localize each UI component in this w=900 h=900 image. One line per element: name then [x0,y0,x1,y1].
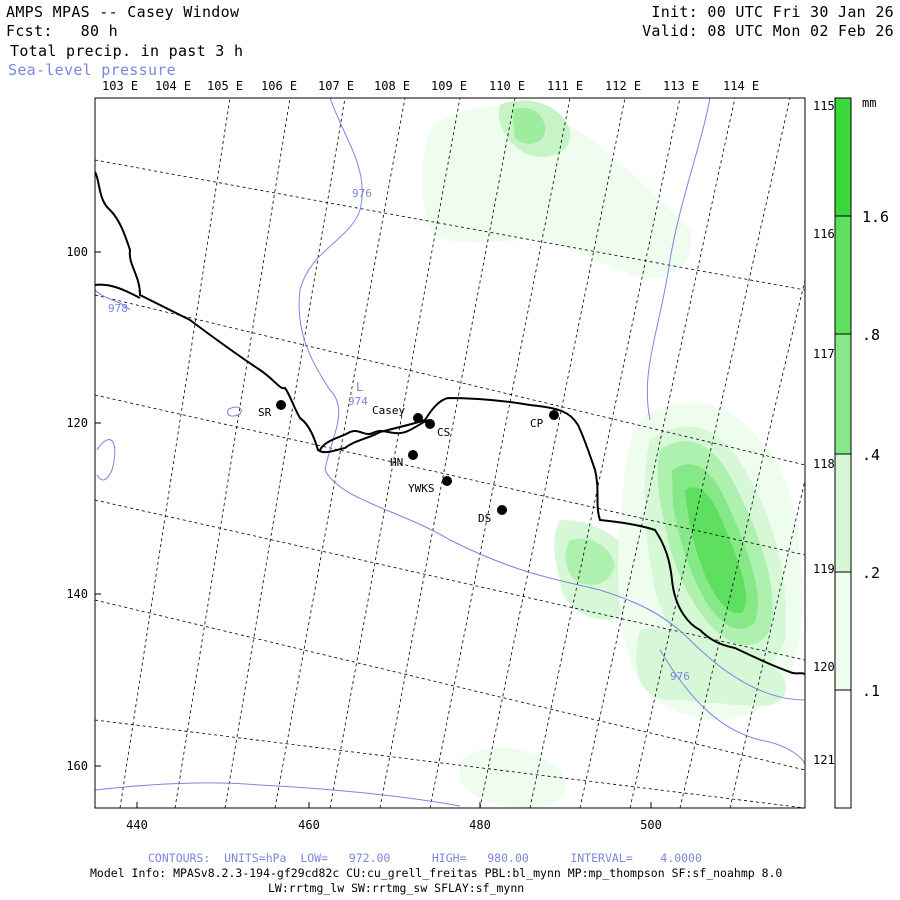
isobar-label: 974 [348,395,368,408]
y-tick-label: 160 [66,759,88,773]
colorbar-segment [835,454,851,572]
colorbar-segment [835,690,851,808]
low-pressure-marker: L [356,380,363,394]
lon-label: 111 E [547,79,583,93]
lon-label: 113 E [663,79,699,93]
x-axis-labels: 440 460 480 500 [126,818,662,832]
station-dot-hn [408,450,418,460]
map-title: AMPS MPAS -- Casey Window [6,3,240,21]
axis-ticks [95,251,652,808]
isobar-label: 976 [352,187,372,200]
y-tick-label: 140 [66,587,88,601]
colorbar: mm 1.6 .8 .4 .2 .1 [834,96,889,809]
lon-label: 104 E [155,79,191,93]
colorbar-segment [835,334,851,454]
station-dot-ywks [442,476,452,486]
precip-shading [422,100,802,808]
isobar-label: 976 [670,670,690,683]
station-dot-cp [549,410,559,420]
lon-label: 112 E [605,79,641,93]
station-dot-casey [413,413,423,423]
x-tick-label: 480 [469,818,491,832]
colorbar-segment [835,572,851,690]
model-info: Model Info: MPASv8.2.3-194-gf29cd82c CU:… [90,866,783,880]
station-label-ywks: YWKS [408,482,435,495]
valid-time: Valid: 08 UTC Mon 02 Feb 26 [642,22,894,40]
colorbar-unit: mm [862,96,876,110]
colorbar-segment [835,216,851,334]
forecast-hour: Fcst: 80 h [6,22,118,40]
station-label-casey: Casey [372,404,405,417]
overlay-name: Sea-level pressure [8,61,176,79]
contour-info: CONTOURS: UNITS=hPa LOW= 972.00 HIGH= 98… [148,851,702,865]
x-tick-label: 440 [126,818,148,832]
colorbar-label: .1 [862,682,880,700]
station-dot-cs [425,419,435,429]
plot-frame [94,97,806,809]
station-label-sr: SR [258,406,272,419]
station-markers: SR Casey CS HN YWKS CP DS [258,400,559,525]
lon-label: 110 E [489,79,525,93]
colorbar-segment [835,98,851,216]
colorbar-label: .8 [862,326,880,344]
y-axis-labels: 100 120 140 160 [66,245,88,773]
colorbar-label: .4 [862,446,880,464]
colorbar-label: .2 [862,564,880,582]
y-tick-label: 100 [66,245,88,259]
field-name: Total precip. in past 3 h [10,42,244,60]
model-info-2: LW:rrtmg_lw SW:rrtmg_sw SFLAY:sf_mynn [268,881,525,895]
lon-label: 106 E [261,79,297,93]
top-longitude-labels: 103 E 104 E 105 E 106 E 107 E 108 E 109 … [102,79,759,93]
station-label-cs: CS [437,426,450,439]
lon-label: 107 E [318,79,354,93]
lon-label: 103 E [102,79,138,93]
lon-label: 109 E [431,79,467,93]
station-label-ds: DS [478,512,491,525]
x-tick-label: 460 [298,818,320,832]
station-label-cp: CP [530,417,544,430]
y-tick-label: 120 [66,416,88,430]
isobar-label: 978 [108,302,128,315]
lon-label: 105 E [207,79,243,93]
x-tick-label: 500 [640,818,662,832]
station-dot-sr [276,400,286,410]
lon-label: 108 E [374,79,410,93]
colorbar-label: 1.6 [862,208,889,226]
init-time: Init: 00 UTC Fri 30 Jan 26 [651,3,894,21]
coastline [95,171,805,675]
isobars [95,98,805,807]
lon-label: 114 E [723,79,759,93]
graticule [95,98,805,808]
station-dot-ds [497,505,507,515]
station-label-hn: HN [390,456,403,469]
